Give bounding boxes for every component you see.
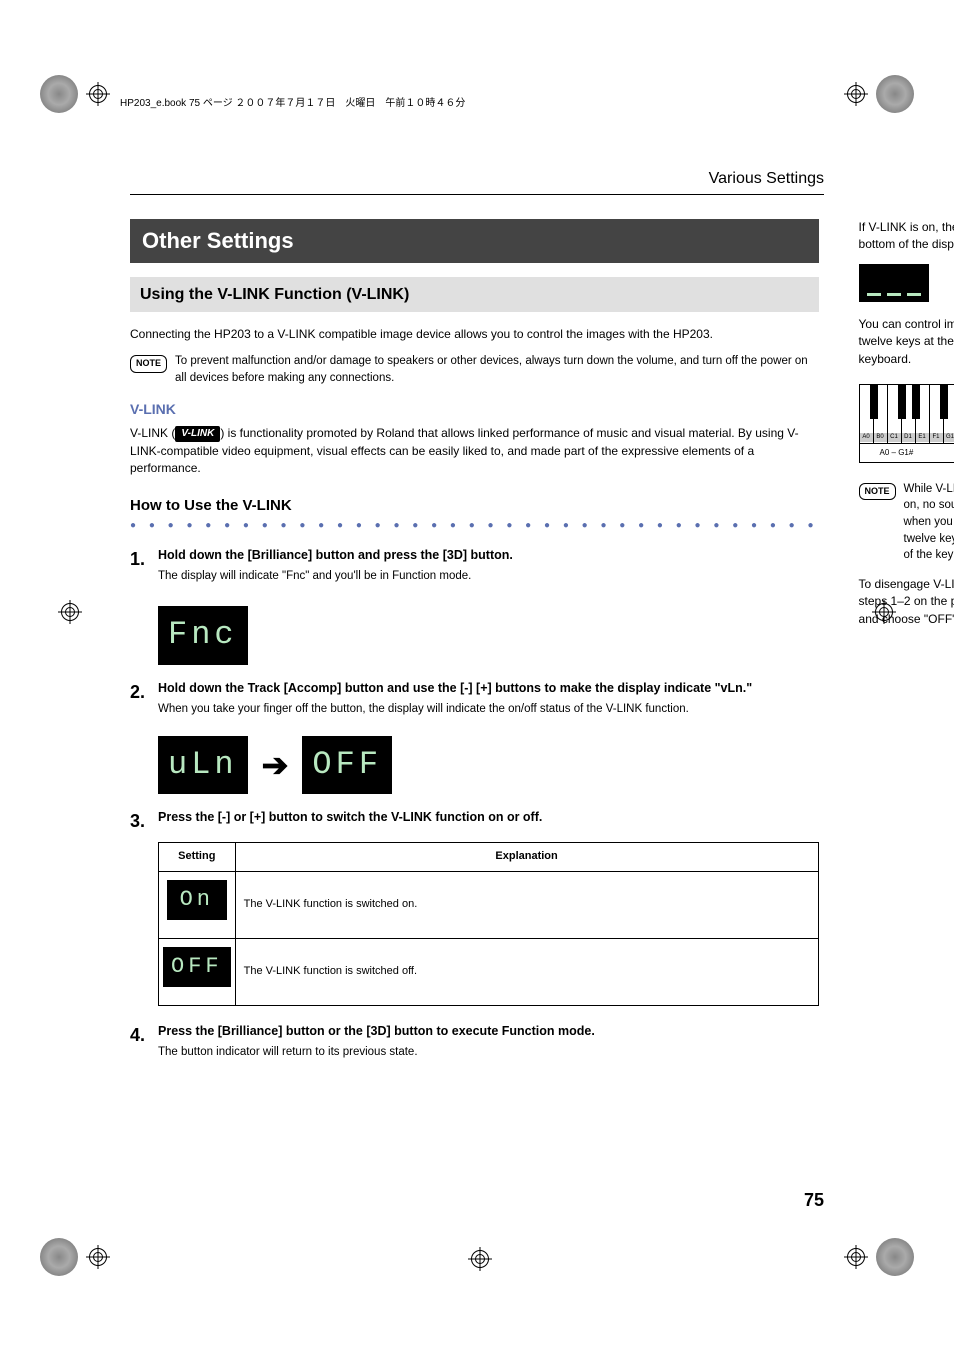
- crop-mark-bl: [40, 1238, 118, 1276]
- vlink-heading: V-LINK: [130, 399, 819, 419]
- title-bar: Other Settings: [130, 219, 819, 263]
- table-row: On The V-LINK function is switched on.: [159, 871, 819, 938]
- crop-mark-tl: [40, 75, 118, 113]
- seg-on: On: [167, 880, 227, 920]
- step-num: 2.: [130, 679, 148, 728]
- step-title: Hold down the [Brilliance] button and pr…: [158, 546, 819, 564]
- crop-mark-br: [836, 1238, 914, 1276]
- col2-p2: You can control images using the twelve …: [859, 316, 954, 368]
- page-number: 75: [804, 1190, 824, 1211]
- seg-off: OFF: [302, 736, 392, 794]
- step-4: 4. Press the [Brilliance] button or the …: [130, 1022, 819, 1071]
- bars-display: [859, 264, 929, 302]
- col2-p3: To disengage V-LINK, repeat steps 1–2 on…: [859, 576, 954, 628]
- key-range: A0 – G1#: [860, 443, 954, 462]
- settings-table: Setting Explanation On The V-LINK functi…: [158, 842, 819, 1006]
- howto-heading: How to Use the V-LINK: [130, 495, 819, 517]
- step-title: Hold down the Track [Accomp] button and …: [158, 679, 819, 697]
- right-column: If V-LINK is on, the bars at the bottom …: [859, 219, 954, 1079]
- vlink-before: V-LINK (: [130, 426, 175, 440]
- seg-off-cell: OFF: [163, 947, 231, 987]
- note-1: NOTE To prevent malfunction and/or damag…: [130, 353, 819, 386]
- page-area: Various Settings Other Settings Using th…: [130, 170, 824, 1211]
- step-num: 3.: [130, 808, 148, 834]
- step-num: 4.: [130, 1022, 148, 1071]
- step-2: 2. Hold down the Track [Accomp] button a…: [130, 679, 819, 728]
- step-3: 3. Press the [-] or [+] button to switch…: [130, 808, 819, 834]
- step-1: 1. Hold down the [Brilliance] button and…: [130, 546, 819, 595]
- th-setting: Setting: [159, 843, 236, 872]
- cell-text: The V-LINK function is switched off.: [235, 938, 818, 1005]
- crop-mark-ml: [50, 600, 90, 624]
- step-desc: The display will indicate "Fnc" and you'…: [158, 568, 819, 585]
- note-2: NOTE While V-LINK is switched on, no sou…: [859, 481, 954, 564]
- step-num: 1.: [130, 546, 148, 595]
- note-text: While V-LINK is switched on, no sound is…: [904, 481, 954, 564]
- step-desc: The button indicator will return to its …: [158, 1044, 819, 1061]
- note-badge: NOTE: [130, 355, 167, 372]
- vlink-para: V-LINK (V-LINK) is functionality promote…: [130, 425, 819, 477]
- seg-fnc: Fnc: [158, 606, 248, 664]
- step-title: Press the [Brilliance] button or the [3D…: [158, 1022, 819, 1040]
- step-desc: When you take your finger off the button…: [158, 701, 819, 718]
- seg-vln-off: uLn ➔ OFF: [158, 736, 819, 794]
- th-explanation: Explanation: [235, 843, 818, 872]
- cell-text: The V-LINK function is switched on.: [235, 871, 818, 938]
- crop-mark-mb: [460, 1247, 500, 1271]
- col2-p1: If V-LINK is on, the bars at the bottom …: [859, 219, 954, 254]
- crop-mark-tr: [836, 75, 914, 113]
- note-badge: NOTE: [859, 483, 896, 500]
- step-title: Press the [-] or [+] button to switch th…: [158, 808, 819, 826]
- note-text: To prevent malfunction and/or damage to …: [175, 353, 819, 386]
- sub-title-bar: Using the V-LINK Function (V-LINK): [130, 277, 819, 312]
- vlink-after: ) is functionality promoted by Roland th…: [130, 426, 799, 475]
- keyboard-diagram: A0 – G1#: [859, 384, 954, 463]
- intro-text: Connecting the HP203 to a V-LINK compati…: [130, 326, 819, 343]
- arrow-icon: ➔: [262, 742, 289, 788]
- seg-vln: uLn: [158, 736, 248, 794]
- left-column: Other Settings Using the V-LINK Function…: [130, 219, 819, 1079]
- table-row: OFF The V-LINK function is switched off.: [159, 938, 819, 1005]
- section-header: Various Settings: [130, 170, 824, 195]
- dotted-rule: ● ● ● ● ● ● ● ● ● ● ● ● ● ● ● ● ● ● ● ● …: [130, 519, 819, 534]
- vlink-logo: V-LINK: [175, 426, 220, 443]
- book-header-line: HP203_e.book 75 ページ ２００７年７月１７日 火曜日 午前１０時…: [120, 94, 465, 109]
